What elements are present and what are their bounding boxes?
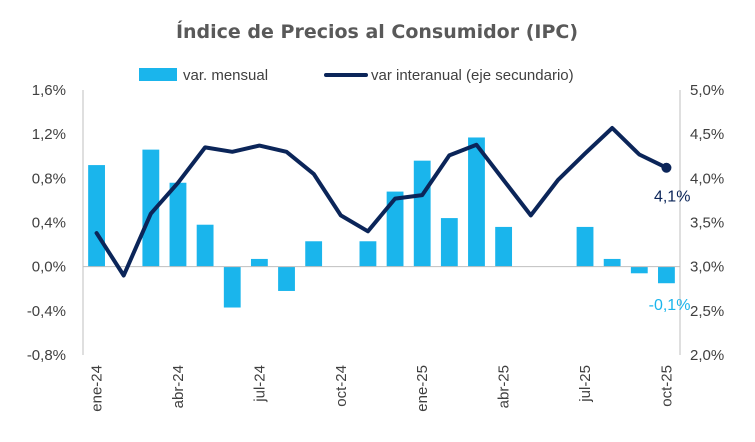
last-line-marker	[661, 162, 672, 173]
y-secondary-tick-label: 4,0%	[690, 170, 724, 187]
bar-series	[88, 137, 675, 308]
bar-dic-24	[386, 191, 404, 267]
x-tick-label: oct-24	[333, 365, 350, 407]
bar-jun-24	[223, 266, 241, 308]
bar-abr-24	[169, 182, 187, 267]
y-primary-tick-label: 0,0%	[32, 259, 66, 276]
last-line-value-label: 4,1%	[654, 189, 690, 206]
legend-bar-label: var. mensual	[183, 67, 268, 84]
interannual-line	[94, 126, 669, 278]
y-secondary-tick-label: 3,0%	[690, 259, 724, 276]
y-secondary-tick-label: 2,0%	[690, 347, 724, 364]
y-secondary-tick-label: 5,0%	[690, 82, 724, 99]
y-primary-tick-label: 1,6%	[32, 82, 66, 99]
x-tick-label: ene-25	[414, 365, 431, 412]
bar-ene-25	[413, 160, 431, 267]
x-tick-label: jul-25	[577, 365, 594, 403]
bar-sep-24	[305, 241, 323, 267]
x-tick-label: abr-25	[496, 365, 513, 408]
bar-may-24	[196, 224, 214, 267]
bar-mar-24	[142, 149, 160, 267]
x-tick-label: oct-25	[658, 365, 675, 407]
x-axis: ene-24 abr-24 jul-24 oct-24 ene-25 abr-25 jul-…	[89, 365, 676, 412]
y-secondary-tick-label: 2,5%	[690, 303, 724, 320]
y-primary-tick-label: 0,8%	[32, 170, 66, 187]
bar-ene-24	[88, 165, 105, 267]
legend-bar-swatch	[139, 68, 177, 81]
bar-jul-25	[576, 226, 594, 267]
bar-jul-24	[250, 258, 268, 267]
y-axis-secondary: 5,0% 4,5% 4,0% 3,5% 3,0% 2,5% 2,0%	[690, 82, 724, 364]
bar-oct-25	[658, 266, 675, 284]
y-primary-tick-label: -0,8%	[27, 347, 66, 364]
bar-ago-24	[278, 266, 295, 291]
bar-nov-24	[359, 241, 377, 267]
y-primary-tick-label: -0,4%	[27, 303, 66, 320]
legend: var. mensual var interanual (eje secunda…	[139, 67, 574, 84]
legend-line-label: var interanual (eje secundario)	[371, 67, 574, 84]
y-primary-tick-label: 1,2%	[32, 126, 66, 143]
chart-title: Índice de Precios al Consumidor (IPC)	[176, 20, 578, 43]
x-tick-label: ene-24	[89, 365, 106, 412]
y-secondary-tick-label: 3,5%	[690, 215, 724, 232]
annotations: 4,1% -0,1%	[649, 189, 691, 314]
bar-mar-25	[468, 137, 485, 267]
bar-abr-25	[495, 226, 513, 267]
bar-ago-25	[603, 258, 621, 267]
bar-sep-25	[630, 266, 648, 274]
bar-feb-25	[440, 218, 458, 267]
last-bar-value-label: -0,1%	[649, 297, 691, 314]
y-axis-primary: 1,6% 1,2% 0,8% 0,4% 0,0% -0,4% -0,8%	[27, 82, 66, 364]
y-secondary-tick-label: 4,5%	[690, 126, 724, 143]
line-series	[94, 126, 672, 278]
y-primary-tick-label: 0,4%	[32, 215, 66, 232]
x-tick-label: jul-24	[251, 365, 268, 403]
x-tick-label: abr-24	[170, 365, 187, 408]
